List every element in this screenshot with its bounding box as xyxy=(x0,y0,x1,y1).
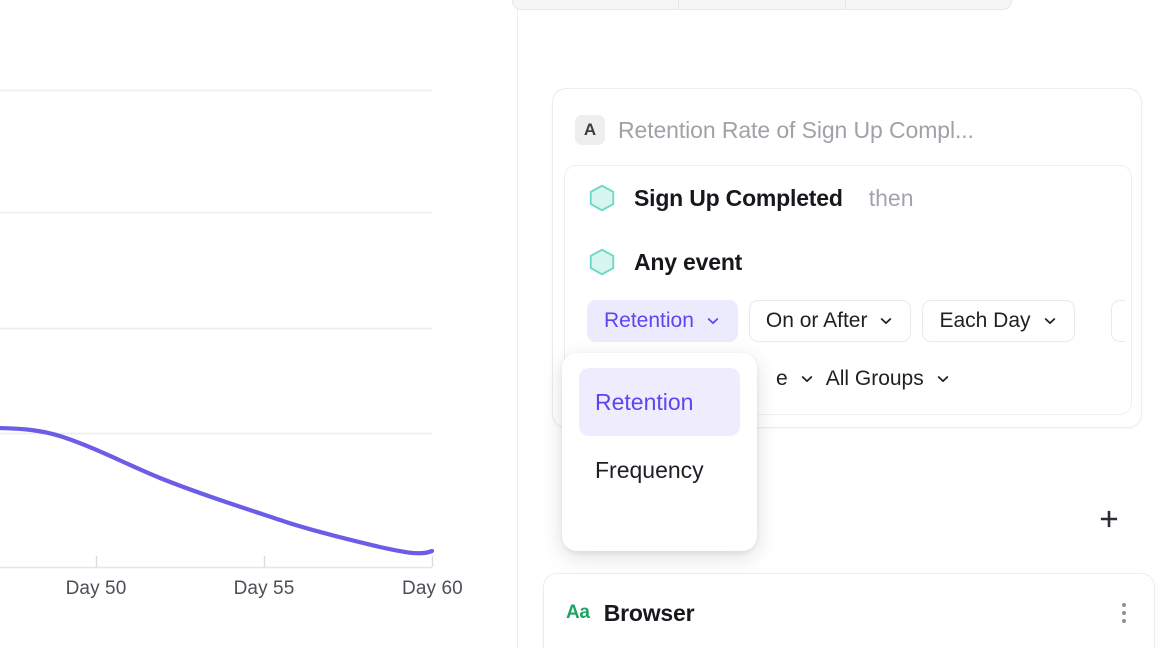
chevron-down-icon xyxy=(801,376,812,382)
text-type-icon: Aa xyxy=(566,602,590,623)
measure-interval-dropdown[interactable]: Each Day xyxy=(922,300,1075,342)
dropdown-option-retention[interactable]: Retention xyxy=(579,368,740,436)
measure-type-dropdown-menu[interactable]: Retention Frequency xyxy=(562,353,757,551)
chart-series-retention-rate xyxy=(0,425,435,556)
chevron-down-icon xyxy=(937,376,948,382)
measure-condition-value: On or After xyxy=(765,309,868,332)
segment-tab-1[interactable] xyxy=(513,0,680,9)
x-tick-label-day-60: Day 60 xyxy=(402,578,463,599)
measure-options-row: Retention On or After Each Day xyxy=(565,294,1131,348)
query-builder-rail: A Retention Rate of Sign Up Compl... Sig… xyxy=(517,0,1172,648)
grouping-options-row: e All Groups xyxy=(565,348,1131,410)
chevron-down-icon xyxy=(1044,318,1055,324)
all-groups-value: All Groups xyxy=(825,367,924,390)
chevron-down-icon xyxy=(707,318,719,324)
event-row-sign-up-completed[interactable]: Sign Up Completed then xyxy=(565,166,1131,230)
all-groups-dropdown[interactable]: All Groups xyxy=(826,367,951,391)
metric-letter-badge: A xyxy=(575,115,605,145)
dropdown-option-frequency[interactable]: Frequency xyxy=(595,456,704,483)
chevron-down-icon xyxy=(881,318,892,324)
retention-chart-panel: Day 50 Day 55 Day 60 xyxy=(0,0,517,648)
hexagon-icon xyxy=(589,248,615,276)
measure-type-value: Retention xyxy=(604,309,694,332)
metric-title[interactable]: Retention Rate of Sign Up Compl... xyxy=(618,116,974,143)
property-card-row: Aa Browser xyxy=(544,574,1154,648)
measure-condition-dropdown[interactable]: On or After xyxy=(748,300,912,342)
metric-card-header: A Retention Rate of Sign Up Compl... xyxy=(553,89,1141,151)
x-tick-label-day-50: Day 50 xyxy=(65,578,127,599)
event-row-any-event[interactable]: Any event xyxy=(565,230,1131,294)
x-tick-label-day-55: Day 55 xyxy=(233,578,295,599)
measure-type-dropdown[interactable]: Retention xyxy=(587,300,738,342)
chart-gridlines xyxy=(0,89,432,435)
measure-overflow-chip[interactable] xyxy=(1111,300,1125,342)
panel-divider xyxy=(517,0,518,648)
plus-icon xyxy=(1100,510,1118,528)
hexagon-icon xyxy=(589,184,615,212)
event-connector: then xyxy=(868,184,914,211)
grouping-scope-dropdown[interactable]: e xyxy=(776,367,815,391)
event-name: Any event xyxy=(634,248,743,275)
chart-x-axis xyxy=(0,556,434,569)
property-name: Browser xyxy=(603,599,695,626)
kebab-menu-icon[interactable] xyxy=(1116,599,1132,627)
property-card-browser[interactable]: Aa Browser xyxy=(543,573,1155,648)
segment-tab-2[interactable] xyxy=(679,0,846,9)
retention-line-chart xyxy=(0,89,435,569)
add-metric-button[interactable] xyxy=(1090,500,1128,538)
measure-interval-value: Each Day xyxy=(939,309,1031,332)
grouping-scope-value: e xyxy=(776,367,788,390)
event-name: Sign Up Completed xyxy=(634,184,843,211)
